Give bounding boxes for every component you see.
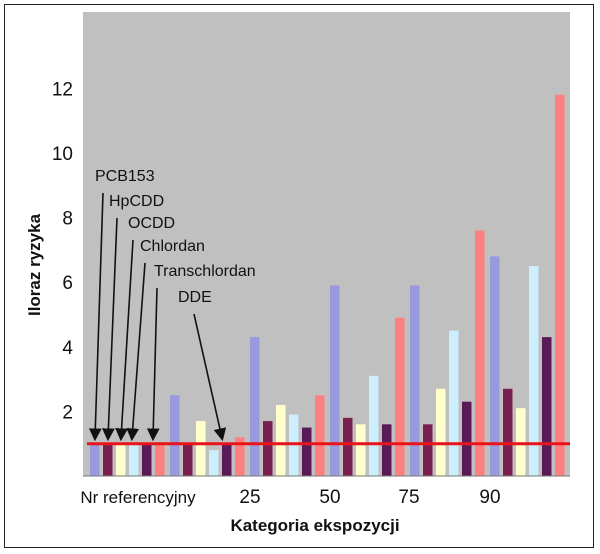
y-tick-labels: 2 4 6 8 10 12 xyxy=(52,79,74,423)
bar-transchlordan-5 xyxy=(542,337,552,476)
bar-dde-0 xyxy=(155,443,165,476)
bar-chlordan-1 xyxy=(209,450,219,476)
x-tick-label: Nr referencyjny xyxy=(80,488,196,507)
bar-chlordan-0 xyxy=(129,443,139,476)
x-tick-label: 50 xyxy=(319,487,340,508)
series-annotations: PCB153 HpCDD OCDD Chlordan Transchlordan DDE xyxy=(88,168,256,442)
bar-dde-2 xyxy=(315,395,325,476)
bar-ocdd-1 xyxy=(196,421,206,476)
x-tick-label: 75 xyxy=(398,487,419,508)
y-tick-label: 2 xyxy=(62,402,73,423)
bar-dde-5 xyxy=(555,94,565,477)
annotation-dde: DDE xyxy=(178,289,212,306)
bars-layer xyxy=(90,94,565,477)
x-axis-label: Kategoria ekspozycji xyxy=(230,516,399,535)
y-axis-label: Iloraz ryzyka xyxy=(25,213,44,316)
bar-transchlordan-1 xyxy=(222,443,232,476)
bar-pcb153-0 xyxy=(90,443,100,476)
bar-pcb153-4 xyxy=(410,285,420,476)
bar-ocdd-3 xyxy=(356,424,366,476)
bar-transchlordan-0 xyxy=(142,443,152,476)
bar-dde-1 xyxy=(235,437,245,476)
bar-hpcdd-5 xyxy=(503,388,513,476)
bar-chlordan-5 xyxy=(529,266,539,476)
bar-ocdd-0 xyxy=(116,443,126,476)
bar-ocdd-2 xyxy=(276,404,286,476)
y-tick-label: 8 xyxy=(62,209,73,230)
bar-chlordan-4 xyxy=(449,330,459,476)
bar-hpcdd-2 xyxy=(263,421,273,476)
bar-pcb153-5 xyxy=(490,256,500,476)
bar-chlordan-3 xyxy=(369,375,379,476)
bar-hpcdd-4 xyxy=(423,424,433,476)
annotation-ocdd: OCDD xyxy=(128,215,175,232)
bar-hpcdd-0 xyxy=(103,443,113,476)
bar-pcb153-1 xyxy=(170,395,180,476)
annotation-hpcdd: HpCDD xyxy=(109,193,164,210)
bar-hpcdd-3 xyxy=(343,417,353,476)
bar-ocdd-4 xyxy=(436,388,446,476)
plot-area xyxy=(83,12,570,476)
bar-dde-3 xyxy=(395,317,405,476)
annotation-arrow-pcb153 xyxy=(88,192,104,442)
bar-transchlordan-3 xyxy=(382,424,392,476)
bar-hpcdd-1 xyxy=(183,443,193,476)
bar-transchlordan-2 xyxy=(302,427,312,476)
annotation-arrow-transchlordan xyxy=(146,287,160,442)
x-tick-labels: Nr referencyjny 25 50 75 90 xyxy=(80,487,500,508)
annotation-arrow-hpcdd xyxy=(101,217,118,442)
annotation-pcb153: PCB153 xyxy=(95,168,155,185)
bar-pcb153-3 xyxy=(330,285,340,476)
bar-ocdd-5 xyxy=(516,408,526,476)
bar-chlordan-2 xyxy=(289,414,299,476)
y-tick-label: 6 xyxy=(62,273,73,294)
y-tick-label: 4 xyxy=(62,338,73,359)
annotation-chlordan: Chlordan xyxy=(140,238,205,255)
annotation-arrow-chlordan xyxy=(126,262,146,442)
annotation-arrow-ocdd xyxy=(115,239,134,442)
annotation-arrow-dde xyxy=(193,313,227,442)
bar-dde-4 xyxy=(475,230,485,476)
x-tick-label: 25 xyxy=(239,487,260,508)
y-tick-label: 10 xyxy=(52,144,73,165)
bar-transchlordan-4 xyxy=(462,401,472,476)
x-tick-label: 90 xyxy=(479,487,500,508)
y-tick-label: 12 xyxy=(52,79,73,100)
annotation-transchlordan: Transchlordan xyxy=(154,263,256,280)
bar-pcb153-2 xyxy=(250,337,260,476)
